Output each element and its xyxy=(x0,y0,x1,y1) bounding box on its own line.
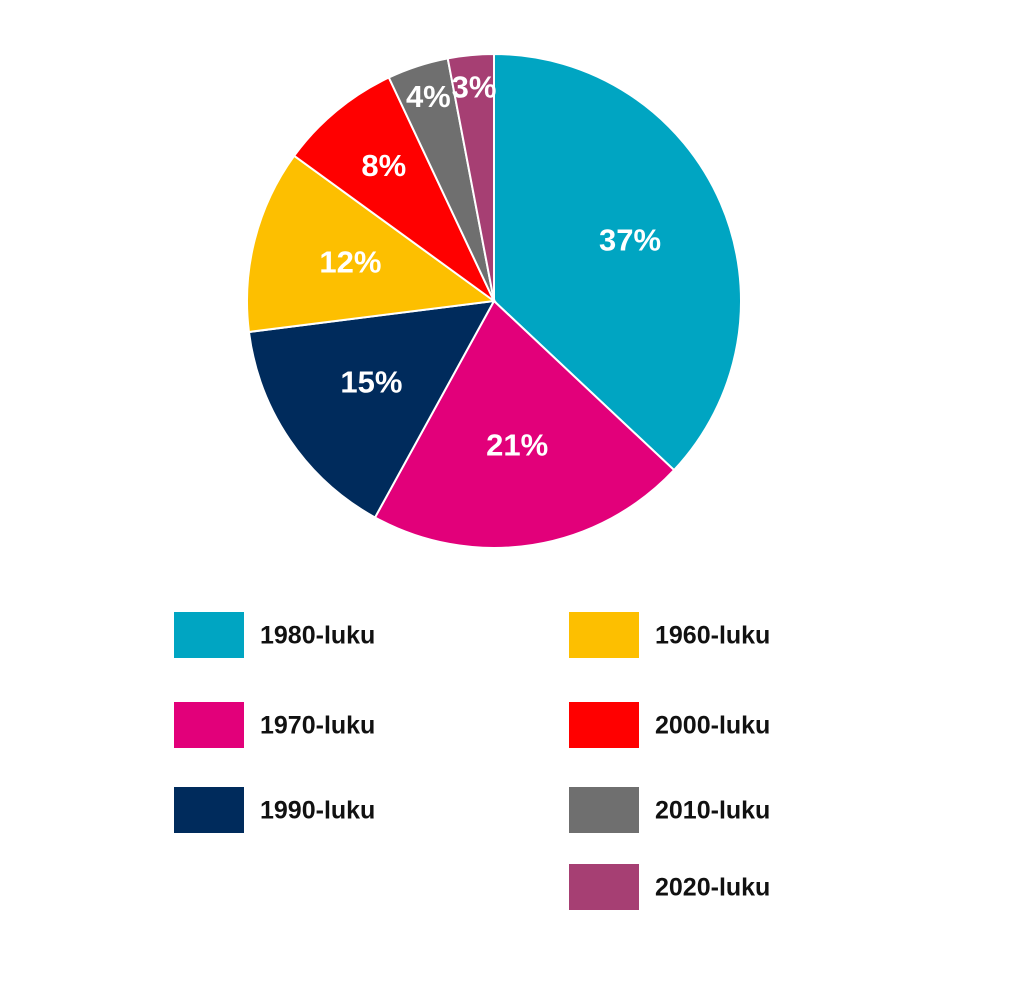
pie-slice xyxy=(493,52,742,472)
legend-swatch xyxy=(569,787,639,833)
slice-label: 12% xyxy=(319,244,381,279)
slice-label: 37% xyxy=(599,222,661,257)
legend-swatch xyxy=(174,702,244,748)
legend-label: 1990-luku xyxy=(260,797,375,825)
pie-slice xyxy=(247,299,496,519)
pie-slice xyxy=(292,76,495,302)
legend-label: 2000-luku xyxy=(655,712,770,740)
legend-swatch xyxy=(569,864,639,910)
legend-label: 2020-luku xyxy=(655,874,770,902)
slice-label: 3% xyxy=(452,70,497,105)
legend-label: 1970-luku xyxy=(260,712,375,740)
legend-label: 1960-luku xyxy=(655,622,770,650)
legend-swatch xyxy=(174,612,244,658)
slice-label: 8% xyxy=(361,148,406,183)
legend-label: 1980-luku xyxy=(260,622,375,650)
legend-label: 2010-luku xyxy=(655,797,770,825)
pie-slice xyxy=(246,154,497,334)
pie-slice xyxy=(446,52,495,302)
legend-swatch xyxy=(174,787,244,833)
pie-slice xyxy=(373,299,676,549)
slice-label: 21% xyxy=(486,428,548,463)
legend-swatch xyxy=(569,612,639,658)
slice-label: 4% xyxy=(406,79,451,114)
legend-swatch xyxy=(569,702,639,748)
slice-label: 15% xyxy=(340,364,402,399)
